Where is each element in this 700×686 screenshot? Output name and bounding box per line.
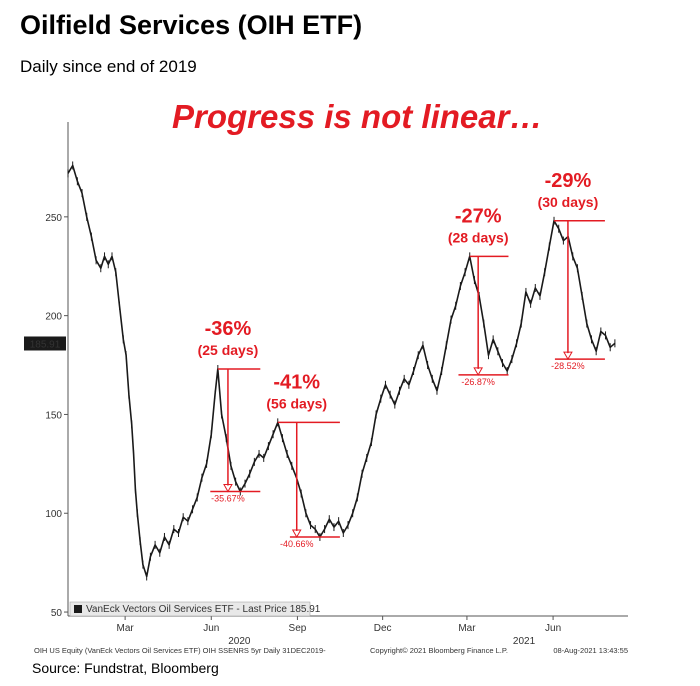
drawdown-arrow — [473, 367, 484, 376]
last-price-label: 185.91 — [30, 339, 61, 350]
legend-swatch — [74, 605, 82, 613]
x-tick-label: Mar — [117, 623, 135, 634]
drawdown-percent-label: -36% — [205, 318, 252, 340]
x-year-label: 2020 — [228, 636, 251, 647]
x-tick-label: Dec — [374, 623, 392, 634]
x-tick-label: Sep — [289, 623, 307, 634]
x-tick-label: Jun — [545, 623, 561, 634]
price-series-line — [67, 164, 616, 578]
series-layer — [67, 161, 616, 581]
drawdown-arrow — [223, 484, 233, 493]
y-tick-label: 50 — [51, 608, 63, 619]
x-tick-label: Jun — [203, 623, 219, 634]
footer-left: OIH US Equity (VanEck Vectors Oil Servic… — [34, 646, 326, 655]
footer-timestamp: 08-Aug-2021 13:43:55 — [553, 646, 628, 655]
legend: VanEck Vectors Oil Services ETF - Last P… — [69, 601, 321, 617]
chart-subtitle: Daily since end of 2019 — [20, 57, 197, 76]
drawdown-percent-label: -29% — [545, 170, 592, 192]
footer-copyright: Copyright© 2021 Bloomberg Finance L.P. — [370, 646, 508, 655]
drawdown-annotations: -35.67% -36% (25 days) -40.66% -41% (56 days)… — [198, 170, 605, 549]
drawdown-days-label: (25 days) — [198, 342, 259, 358]
y-tick-label: 100 — [45, 509, 62, 520]
drawdown-percent-label: -41% — [273, 371, 320, 393]
legend-box — [69, 601, 311, 617]
drawdown-small-label: -28.52% — [551, 361, 585, 371]
drawdown-days-label: (28 days) — [448, 229, 509, 245]
axes-layer: 50 100 150 200 250 Mar Jun Sep Dec Mar Jun 2020 2021… — [24, 122, 628, 647]
legend-label: VanEck Vectors Oil Services ETF - Last P… — [86, 604, 321, 615]
x-tick-label: Mar — [458, 623, 476, 634]
drawdown-arrow — [563, 351, 573, 361]
y-tick-label: 250 — [45, 213, 62, 224]
drawdown-days-label: (30 days) — [538, 194, 599, 210]
bloomberg-footer: OIH US Equity (VanEck Vectors Oil Servic… — [34, 646, 628, 655]
drawdown-small-label: -26.87% — [461, 377, 495, 387]
chart-headline: Progress is not linear… — [172, 98, 543, 135]
last-price-tag — [24, 336, 66, 351]
drawdown-small-label: -35.67% — [211, 494, 245, 504]
source-note: Source: Fundstrat, Bloomberg — [32, 660, 219, 676]
drawdown-small-label: -40.66% — [280, 539, 314, 549]
chart-title: Oilfield Services (OIH ETF) — [20, 10, 363, 40]
drawdown-arrow — [291, 529, 302, 538]
y-tick-label: 150 — [45, 410, 62, 421]
x-year-label: 2021 — [513, 636, 536, 647]
drawdown-percent-label: -27% — [455, 205, 502, 227]
drawdown-days-label: (56 days) — [266, 395, 327, 411]
y-tick-label: 200 — [45, 312, 62, 323]
